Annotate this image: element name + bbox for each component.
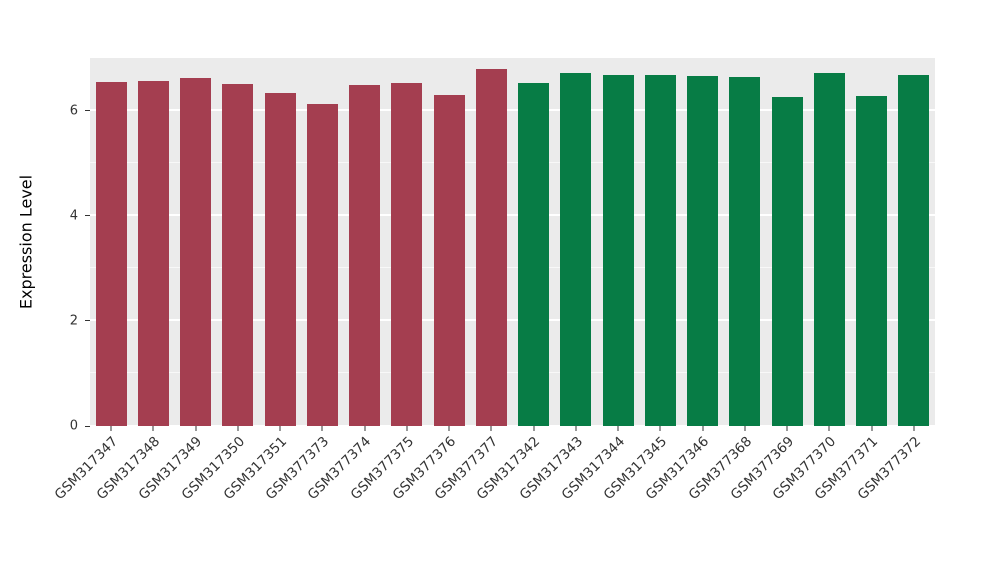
x-tick-mark	[152, 426, 154, 431]
bar	[433, 94, 465, 426]
minor-gridline	[90, 372, 935, 374]
x-tick-mark	[321, 426, 323, 431]
bar-slot	[301, 58, 343, 426]
bar	[560, 72, 592, 426]
bar	[898, 74, 930, 426]
bar-slot	[470, 58, 512, 426]
x-tick-mark	[828, 426, 830, 431]
major-gridline	[90, 424, 935, 426]
bar	[180, 77, 212, 426]
bar-slot	[132, 58, 174, 426]
plot-panel	[90, 57, 935, 426]
bar-slot	[766, 58, 808, 426]
bar-slot	[851, 58, 893, 426]
x-tick-mark	[533, 426, 535, 431]
gridlines	[90, 57, 935, 426]
bar-slot	[217, 58, 259, 426]
bars-container	[90, 58, 935, 426]
x-tick-mark	[279, 426, 281, 431]
y-axis: 0 2 4 6	[0, 58, 90, 433]
x-axis: GSM317347 GSM317348 GSM317349 GSM317350 GSM3…	[52, 426, 935, 576]
x-tick-mark	[617, 426, 619, 431]
major-gridline	[90, 319, 935, 321]
bar	[856, 95, 888, 426]
x-tick-mark	[490, 426, 492, 431]
x-tick-mark	[702, 426, 704, 431]
y-tick-label: 6	[69, 103, 78, 119]
x-tick-mark	[786, 426, 788, 431]
bar	[95, 81, 127, 426]
bar-slot	[639, 58, 681, 426]
bar-slot	[386, 58, 428, 426]
bar	[687, 75, 719, 426]
bar	[306, 104, 338, 426]
bar-slot	[555, 58, 597, 426]
bar	[137, 80, 169, 426]
bar-slot	[259, 58, 301, 426]
x-tick-mark	[110, 426, 112, 431]
bar-slot	[90, 58, 132, 426]
bar-slot	[893, 58, 935, 426]
bar	[475, 68, 507, 426]
x-tick-mark	[448, 426, 450, 431]
bar	[771, 97, 803, 426]
x-tick-mark	[195, 426, 197, 431]
bar-slot	[808, 58, 850, 426]
y-tick-mark	[85, 215, 90, 217]
bar	[391, 82, 423, 426]
x-tick-mark	[913, 426, 915, 431]
major-gridline	[90, 109, 935, 111]
bar	[349, 85, 381, 426]
x-tick-mark	[364, 426, 366, 431]
x-tick-mark	[744, 426, 746, 431]
minor-gridline	[90, 267, 935, 269]
bar-slot	[682, 58, 724, 426]
bar	[813, 72, 845, 426]
bar	[602, 74, 634, 426]
major-gridline	[90, 214, 935, 216]
y-tick-mark	[85, 425, 90, 427]
bar	[264, 93, 296, 426]
x-tick-mark	[237, 426, 239, 431]
minor-gridline	[90, 57, 935, 58]
bar-slot	[344, 58, 386, 426]
y-tick-mark	[85, 110, 90, 112]
bar	[518, 83, 550, 426]
bar-slot	[724, 58, 766, 426]
y-tick-label: 4	[69, 208, 78, 224]
x-tick-mark	[659, 426, 661, 431]
x-tick-mark	[871, 426, 873, 431]
bar	[222, 84, 254, 426]
bar-slot	[428, 58, 470, 426]
y-tick-label: 0	[69, 418, 78, 434]
bar	[729, 77, 761, 426]
bar	[644, 74, 676, 426]
y-tick-mark	[85, 320, 90, 322]
x-tick-mark	[575, 426, 577, 431]
bar-slot	[597, 58, 639, 426]
x-tick-mark	[406, 426, 408, 431]
bar-slot	[513, 58, 555, 426]
minor-gridline	[90, 162, 935, 164]
bar-slot	[175, 58, 217, 426]
y-tick-label: 2	[69, 313, 78, 329]
